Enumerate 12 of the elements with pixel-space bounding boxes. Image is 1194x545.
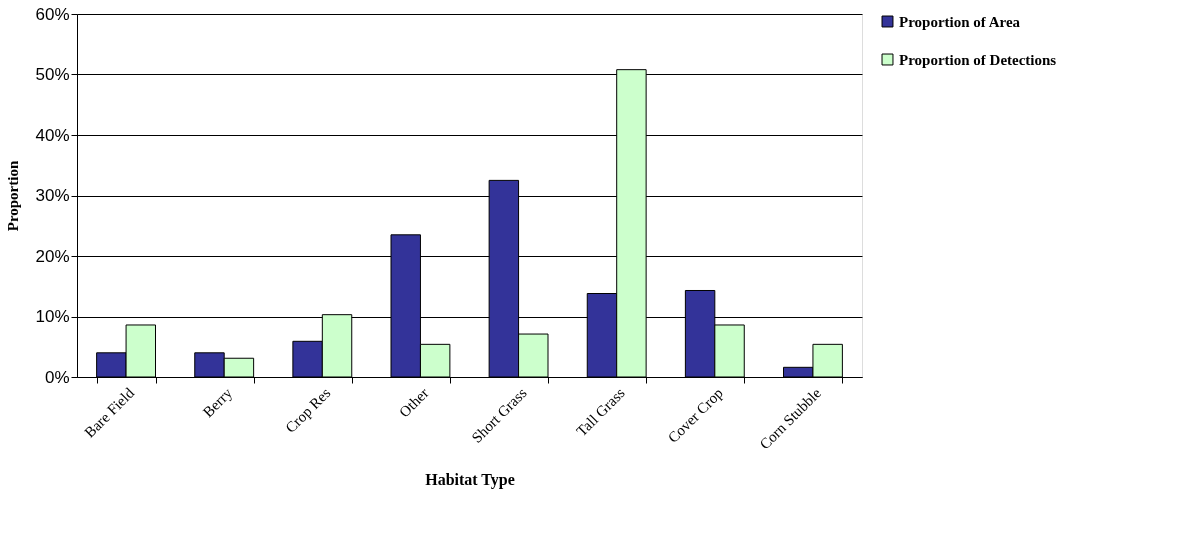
y-tick-label: 30% [35,186,70,205]
y-tick-label: 0% [44,367,70,387]
y-tick-label: 40% [35,125,70,145]
x-axis-title: Habitat Type [425,471,515,490]
x-tick-label: Crop Res [282,384,334,436]
y-tick-label: 60% [35,4,70,24]
legend-label: Proportion of Detections [899,51,1057,68]
legend-label: Proportion of Area [899,13,1021,30]
y-axis-title: Proportion [5,160,22,232]
y-tick-label: 10% [35,307,70,326]
y-tick-label: 50% [35,65,70,84]
y-tick-label: 20% [35,246,70,266]
